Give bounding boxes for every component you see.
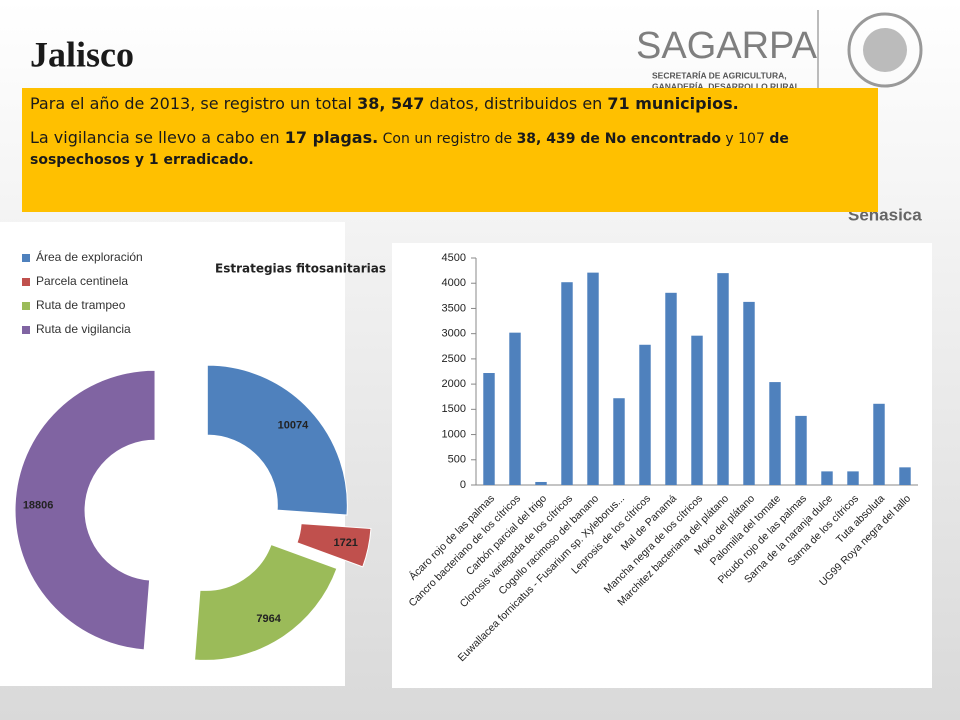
y-tick-label: 3000 — [442, 328, 466, 340]
y-tick-label: 2500 — [442, 353, 466, 365]
agency-subtitle: SECRETARÍA DE AGRICULTURA, — [652, 70, 787, 80]
bar — [665, 292, 677, 485]
info-run: datos, distribuidos en — [424, 94, 608, 113]
legend-swatch — [22, 254, 30, 262]
legend-label: Área de exploración — [36, 249, 143, 264]
data-label: 1721 — [333, 537, 357, 549]
info-run: de sospechosos y 1 erradicado. — [30, 131, 789, 168]
bar — [639, 344, 651, 485]
donut-slice — [206, 364, 348, 516]
bar — [717, 273, 729, 485]
info-box: Para el año de 2013, se registro un tota… — [22, 88, 878, 212]
bar — [535, 481, 547, 485]
info-run: La vigilancia se llevo a cabo en — [30, 128, 285, 147]
agency-subtitle: GANADERÍA, DESARROLLO RURAL, — [652, 81, 802, 91]
y-tick-label: 2000 — [442, 378, 466, 390]
donut-slice — [296, 523, 372, 568]
info-run: Con un registro de — [378, 131, 517, 147]
donut-slice — [14, 369, 156, 651]
bar — [561, 282, 573, 485]
y-tick-label: 1000 — [442, 428, 466, 440]
info-paragraph: La vigilancia se llevo a cabo en 17 plag… — [30, 128, 870, 170]
data-label: 7964 — [256, 613, 281, 625]
y-tick-label: 4000 — [442, 277, 466, 289]
y-tick-label: 3500 — [442, 302, 466, 314]
y-tick-label: 500 — [448, 454, 466, 466]
y-tick-label: 1500 — [442, 403, 466, 415]
info-run: y 107 — [720, 131, 770, 147]
bar-panel — [392, 243, 932, 688]
info-paragraph: Para el año de 2013, se registro un tota… — [30, 94, 870, 114]
legend-label: Ruta de vigilancia — [36, 322, 131, 336]
legend-swatch — [22, 326, 30, 334]
legend-swatch — [22, 302, 30, 310]
agency-logo: SAGARPA — [636, 25, 818, 67]
bar — [769, 382, 781, 485]
legend-label: Parcela centinela — [36, 274, 128, 288]
seal — [847, 12, 923, 88]
bar — [847, 471, 859, 485]
bar — [795, 415, 807, 485]
legend-swatch — [22, 278, 30, 286]
bar — [691, 335, 703, 485]
y-tick-label: 0 — [460, 479, 466, 491]
slide-title: Jalisco — [30, 34, 134, 74]
chart-title: Estrategias fitosanitarias — [215, 262, 386, 276]
donut-slice — [194, 543, 338, 661]
bar — [509, 332, 521, 485]
bar — [587, 272, 599, 485]
y-tick-label: 4500 — [442, 252, 466, 264]
data-label: 10074 — [278, 419, 309, 431]
bar — [821, 471, 833, 485]
bar — [899, 467, 911, 485]
info-run: 71 municipios. — [607, 94, 739, 113]
info-run: 17 plagas. — [284, 128, 379, 147]
info-run: 38, 439 de No encontrado — [516, 131, 721, 147]
bar — [613, 398, 625, 485]
bar — [873, 403, 885, 485]
info-run: Para el año de 2013, se registro un tota… — [30, 94, 358, 113]
bar — [483, 373, 495, 485]
data-label: 18806 — [23, 500, 54, 512]
bar — [743, 301, 755, 485]
info-run: 38, 547 — [357, 94, 425, 113]
legend-label: Ruta de trampeo — [36, 298, 126, 312]
seal-center — [863, 28, 907, 72]
